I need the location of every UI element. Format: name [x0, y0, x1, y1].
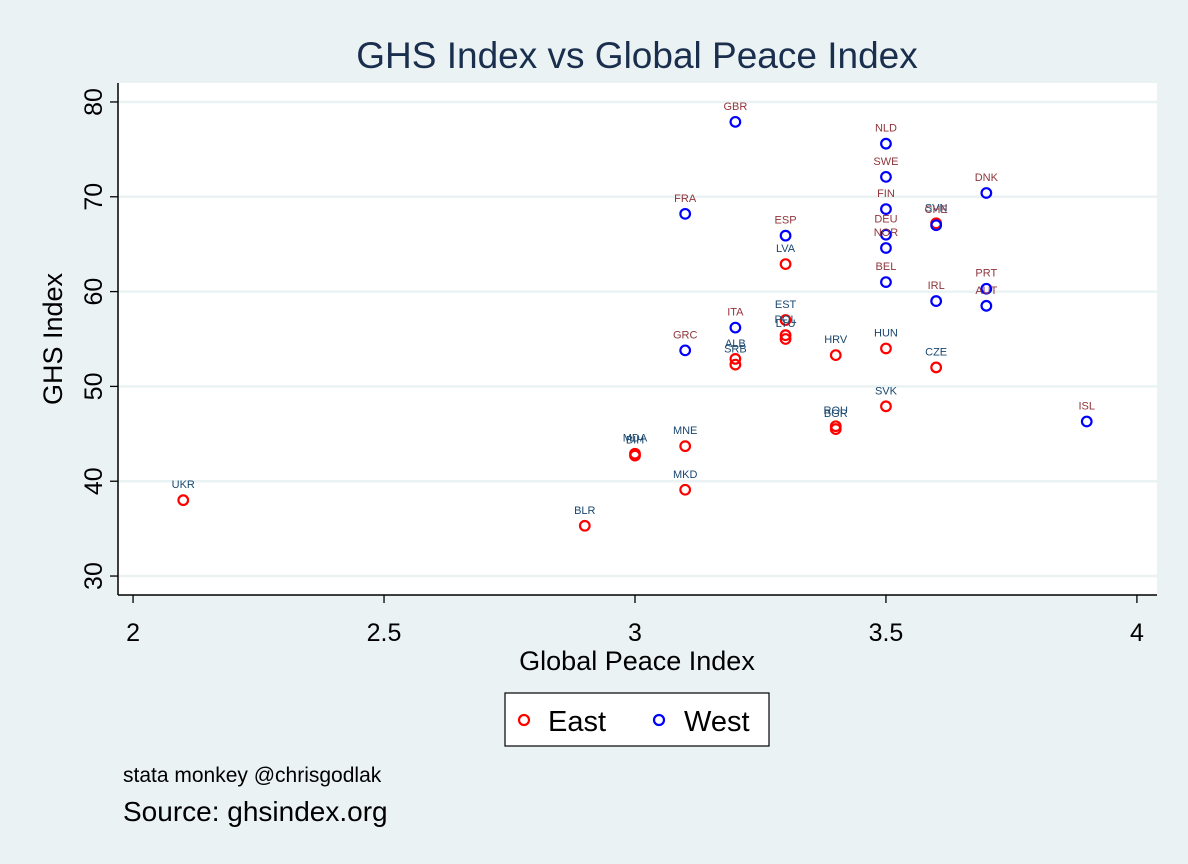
data-point	[880, 137, 892, 150]
point-label: BIH	[626, 435, 644, 447]
point-label: GBR	[723, 101, 747, 113]
x-tick-label: 4	[1130, 619, 1144, 647]
data-point	[980, 299, 993, 312]
data-point	[880, 228, 892, 241]
data-point	[980, 282, 993, 295]
point-label: CHE	[925, 204, 948, 216]
y-axis-label: GHS Index	[38, 272, 68, 405]
y-tick-label: 50	[80, 373, 108, 401]
data-point	[880, 242, 892, 254]
data-point	[880, 276, 892, 289]
point-label: PRT	[975, 268, 997, 280]
data-point	[779, 329, 792, 342]
point-label: SWE	[873, 156, 898, 168]
y-tick-label: 30	[80, 562, 108, 590]
point-label: BEL	[876, 261, 897, 273]
legend-label-east: East	[548, 706, 606, 738]
point-label: DNK	[975, 172, 999, 184]
point-label: UKR	[172, 479, 195, 491]
point-label: ROU	[824, 405, 849, 417]
data-point	[578, 519, 591, 532]
point-label: MNE	[673, 425, 697, 437]
point-label: NOR	[874, 227, 899, 239]
point-label: EST	[775, 299, 797, 311]
data-point	[880, 170, 892, 183]
point-label: ITA	[727, 307, 744, 319]
data-point	[679, 440, 692, 453]
x-tick-label: 2.5	[367, 619, 402, 647]
legend-marker-west	[652, 713, 666, 727]
point-label: POL	[775, 314, 797, 326]
data-point	[729, 321, 742, 334]
x-tick-label: 3	[628, 619, 642, 647]
data-point	[177, 494, 190, 507]
point-label: BGR	[824, 408, 848, 420]
author-note: stata monkey @chrisgodlak	[123, 764, 382, 787]
point-label: MKD	[673, 469, 698, 481]
point-label: FIN	[877, 188, 895, 200]
point-label: MDA	[623, 433, 648, 445]
legend: East West	[504, 692, 770, 747]
legend-marker-east	[517, 713, 531, 727]
data-point	[930, 219, 943, 232]
point-label: SVK	[875, 385, 898, 397]
point-label: AUT	[975, 285, 997, 297]
data-point	[880, 342, 892, 355]
point-label: ESP	[775, 215, 797, 227]
point-label: DEU	[874, 214, 897, 226]
data-point	[779, 333, 792, 345]
data-point	[629, 449, 641, 462]
point-label: IRL	[928, 280, 945, 292]
point-label: HRV	[824, 334, 848, 346]
data-point	[880, 400, 892, 413]
x-axis-ticks: 2 2.5 3 3.5 4	[126, 595, 1144, 647]
data-point	[880, 203, 892, 216]
point-label: BLR	[574, 505, 595, 517]
plot-area	[118, 83, 1157, 595]
data-point	[779, 314, 792, 326]
point-label: NLD	[875, 123, 897, 135]
point-label: SRB	[724, 344, 747, 356]
legend-box	[504, 692, 770, 747]
point-label: LTU	[776, 318, 796, 330]
data-point	[679, 483, 692, 496]
point-label: ISL	[1078, 400, 1095, 412]
data-point	[1080, 415, 1093, 428]
point-label: LVA	[776, 243, 796, 255]
point-label: GRC	[673, 329, 698, 341]
grid-lines	[118, 100, 1157, 578]
point-label: HUN	[874, 327, 898, 339]
point-label: FRA	[674, 193, 697, 205]
y-axis-ticks: 30 40 50 60 70 80	[80, 88, 118, 590]
data-point	[980, 187, 993, 199]
y-tick-label: 70	[80, 183, 108, 211]
point-label: ALB	[725, 338, 746, 350]
data-point	[930, 361, 943, 374]
point-label: SVN	[925, 202, 948, 214]
y-tick-label: 40	[80, 467, 108, 495]
data-point	[729, 115, 742, 128]
data-point	[829, 423, 842, 435]
y-tick-label: 80	[80, 88, 108, 116]
x-tick-label: 3.5	[869, 619, 904, 647]
data-point	[729, 353, 742, 365]
point-label: CZE	[925, 346, 947, 358]
y-tick-label: 60	[80, 278, 108, 306]
chart-title: GHS Index vs Global Peace Index	[356, 35, 918, 76]
data-point	[779, 229, 792, 242]
data-point	[679, 207, 692, 220]
data-point	[679, 344, 692, 357]
x-axis-label: Global Peace Index	[519, 646, 755, 676]
source-note: Source: ghsindex.org	[123, 796, 388, 827]
data-point	[779, 258, 792, 270]
x-tick-label: 2	[126, 619, 140, 647]
legend-label-west: West	[684, 706, 750, 738]
data-point	[930, 295, 943, 307]
data-point	[729, 358, 742, 371]
data-point	[829, 349, 842, 362]
